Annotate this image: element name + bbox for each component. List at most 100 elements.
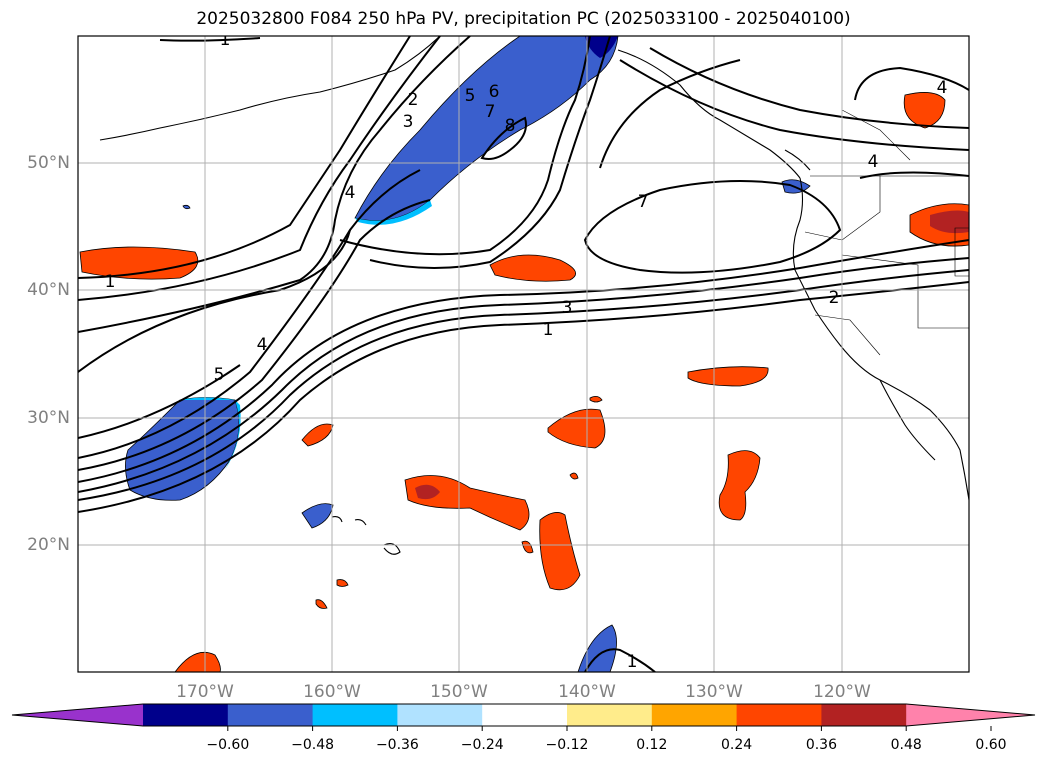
- precip-area: [718, 450, 761, 521]
- precip-area: [301, 423, 334, 447]
- colorbar-segment: [397, 704, 483, 726]
- alaska-panhandle-coast: [617, 49, 801, 179]
- map-title: 2025032800 F084 250 hPa PV, precipitatio…: [196, 9, 851, 29]
- pv-contour: [78, 36, 471, 333]
- colorbar-segment: [482, 704, 568, 726]
- lon-label: 140°W: [558, 682, 616, 702]
- pv-contour: [619, 59, 969, 151]
- lon-labels: 170°W 160°W 150°W 140°W 130°W 120°W: [176, 682, 871, 702]
- pv-contour: [78, 281, 969, 513]
- lon-label: 160°W: [303, 682, 361, 702]
- colorbar-segment: [143, 704, 229, 726]
- contour-label: 8: [505, 116, 516, 136]
- precip-area-core: [930, 210, 969, 234]
- lat-label: 50°N: [27, 153, 70, 173]
- precip-area: [569, 472, 579, 480]
- contour-label: 4: [257, 335, 268, 355]
- contour-labels: 1 1 1 1 2 2 3 3 4 4 4 4 5 5 6 7 7 8: [105, 30, 948, 672]
- pv-contour: [78, 269, 969, 501]
- colorbar-tick-label: −0.48: [291, 737, 334, 753]
- colorbar-segment: [567, 704, 653, 726]
- pv-contour: [78, 257, 969, 493]
- precip-area: [354, 36, 619, 221]
- contour-label: 5: [214, 365, 225, 385]
- colorbar: [11, 703, 1036, 727]
- baja-california: [879, 379, 936, 461]
- colorbar-segment: [651, 704, 738, 726]
- precip-area: [589, 396, 603, 403]
- contour-label: 7: [485, 102, 496, 122]
- contour-label: 2: [829, 288, 840, 308]
- pv-contour: [339, 36, 591, 256]
- pv-contour: [78, 364, 241, 439]
- pv-contour: [78, 36, 411, 279]
- lon-label: 150°W: [430, 682, 488, 702]
- colorbar-segment: [312, 704, 398, 726]
- colorbar-segment: [821, 704, 907, 726]
- colorbar-extend-low: [12, 704, 143, 726]
- north-america-west-coast: [792, 177, 969, 501]
- pv-contour: [854, 66, 969, 101]
- contour-label: 4: [868, 152, 879, 172]
- plot-area: [78, 36, 969, 672]
- colorbar-segment: [736, 704, 822, 726]
- pv-contour: [599, 59, 741, 169]
- colorbar-tick-label: −0.36: [376, 737, 419, 753]
- lat-label: 30°N: [27, 408, 70, 428]
- contour-label: 1: [220, 30, 231, 50]
- pv-contour: [369, 36, 611, 269]
- lon-label: 120°W: [813, 682, 871, 702]
- precip-area: [687, 366, 769, 387]
- coastlines: [99, 36, 969, 555]
- colorbar-ticks: −0.60 −0.48 −0.36 −0.24 −0.12 0.12 0.24 0.36 0.4…: [206, 726, 1007, 753]
- precip-area-core: [415, 484, 440, 500]
- lon-label: 130°W: [685, 682, 743, 702]
- plot-frame: [77, 35, 970, 673]
- colorbar-tick-label: 0.36: [806, 737, 837, 753]
- colorbar-tick-label: 0.24: [721, 737, 752, 753]
- pv-contour: [78, 169, 421, 459]
- colorbar-tick-label: 0.12: [636, 737, 667, 753]
- vancouver-island: [784, 149, 811, 171]
- pv-contour: [584, 648, 656, 672]
- colorbar-tick-label: −0.12: [546, 737, 589, 753]
- lat-label: 40°N: [27, 280, 70, 300]
- state-border: [814, 314, 881, 356]
- colorbar-tick-label: −0.60: [206, 737, 249, 753]
- precip-area: [174, 651, 221, 672]
- pv-contour: [78, 36, 441, 301]
- contour-label: 4: [345, 183, 356, 203]
- colorbar-segment: [227, 704, 314, 726]
- lon-label: 170°W: [176, 682, 234, 702]
- pv-contour: [78, 199, 431, 471]
- state-border: [804, 231, 843, 241]
- precip-area: [539, 512, 581, 591]
- pv-contour: [78, 239, 969, 483]
- pv-contour: [480, 116, 527, 160]
- contour-label: 3: [562, 298, 573, 318]
- contour-label: 1: [627, 652, 638, 672]
- pv-contour: [583, 180, 842, 274]
- contour-label: 1: [543, 320, 554, 340]
- colorbar-tick-label: 0.48: [891, 737, 922, 753]
- precip-area: [79, 246, 199, 280]
- alaska-coast: [99, 36, 441, 141]
- precip-area-edge: [355, 200, 432, 225]
- lat-labels: 50°N 40°N 30°N 20°N: [27, 153, 70, 555]
- contour-label: 1: [105, 272, 116, 292]
- precip-area: [301, 503, 334, 529]
- hawaii-islands: [331, 516, 401, 555]
- contour-label: 3: [403, 112, 414, 132]
- colorbar-extend-high: [906, 704, 1035, 726]
- precip-area-core: [585, 36, 618, 58]
- precip-area: [315, 599, 328, 609]
- precip-area: [182, 204, 191, 210]
- gridlines: [78, 36, 969, 672]
- pv-contour: [78, 229, 351, 373]
- contour-label: 2: [408, 90, 419, 110]
- precip-area: [336, 579, 349, 587]
- colorbar-outline: [11, 703, 1036, 727]
- colorbar-tick-label: −0.24: [461, 737, 504, 753]
- contour-label: 6: [489, 82, 500, 102]
